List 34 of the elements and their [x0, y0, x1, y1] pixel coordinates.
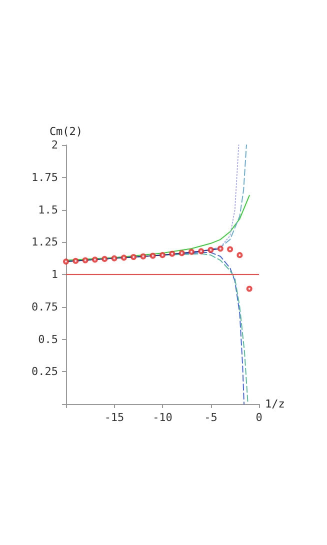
x-tick-label: -15: [104, 411, 124, 424]
y-axis-title: Cm(2): [49, 125, 83, 138]
point: [178, 250, 185, 256]
point: [169, 250, 176, 257]
point: [198, 248, 204, 254]
point: [102, 256, 108, 262]
point: [82, 257, 88, 264]
point: [130, 254, 137, 260]
y-tick-label: 1.25: [32, 236, 58, 249]
y-tick-label: 1.75: [32, 170, 58, 184]
point: [217, 246, 224, 252]
y-tick-label: 0.75: [32, 300, 58, 314]
x-tick-label: -5: [204, 411, 218, 424]
point: [111, 255, 118, 262]
y-tick-label: 0.25: [32, 365, 58, 378]
point: [63, 258, 69, 265]
y-tick-label: 1.5: [38, 203, 58, 216]
point: [246, 286, 252, 292]
point: [227, 246, 234, 252]
point: [160, 252, 166, 258]
point: [72, 258, 79, 264]
point: [150, 252, 156, 259]
point: [120, 254, 127, 261]
point: [236, 252, 243, 258]
x-axis-title: 1/z: [265, 398, 285, 410]
x-tick-label: 0: [256, 411, 262, 424]
x-tick-label: -10: [152, 411, 172, 424]
y-tick-label: 1: [51, 268, 58, 281]
point: [92, 256, 98, 263]
y-tick-label: 2: [51, 138, 58, 152]
point: [188, 248, 194, 255]
point: [208, 246, 214, 253]
y-tick-label: 0.5: [38, 332, 58, 346]
point: [140, 253, 146, 260]
